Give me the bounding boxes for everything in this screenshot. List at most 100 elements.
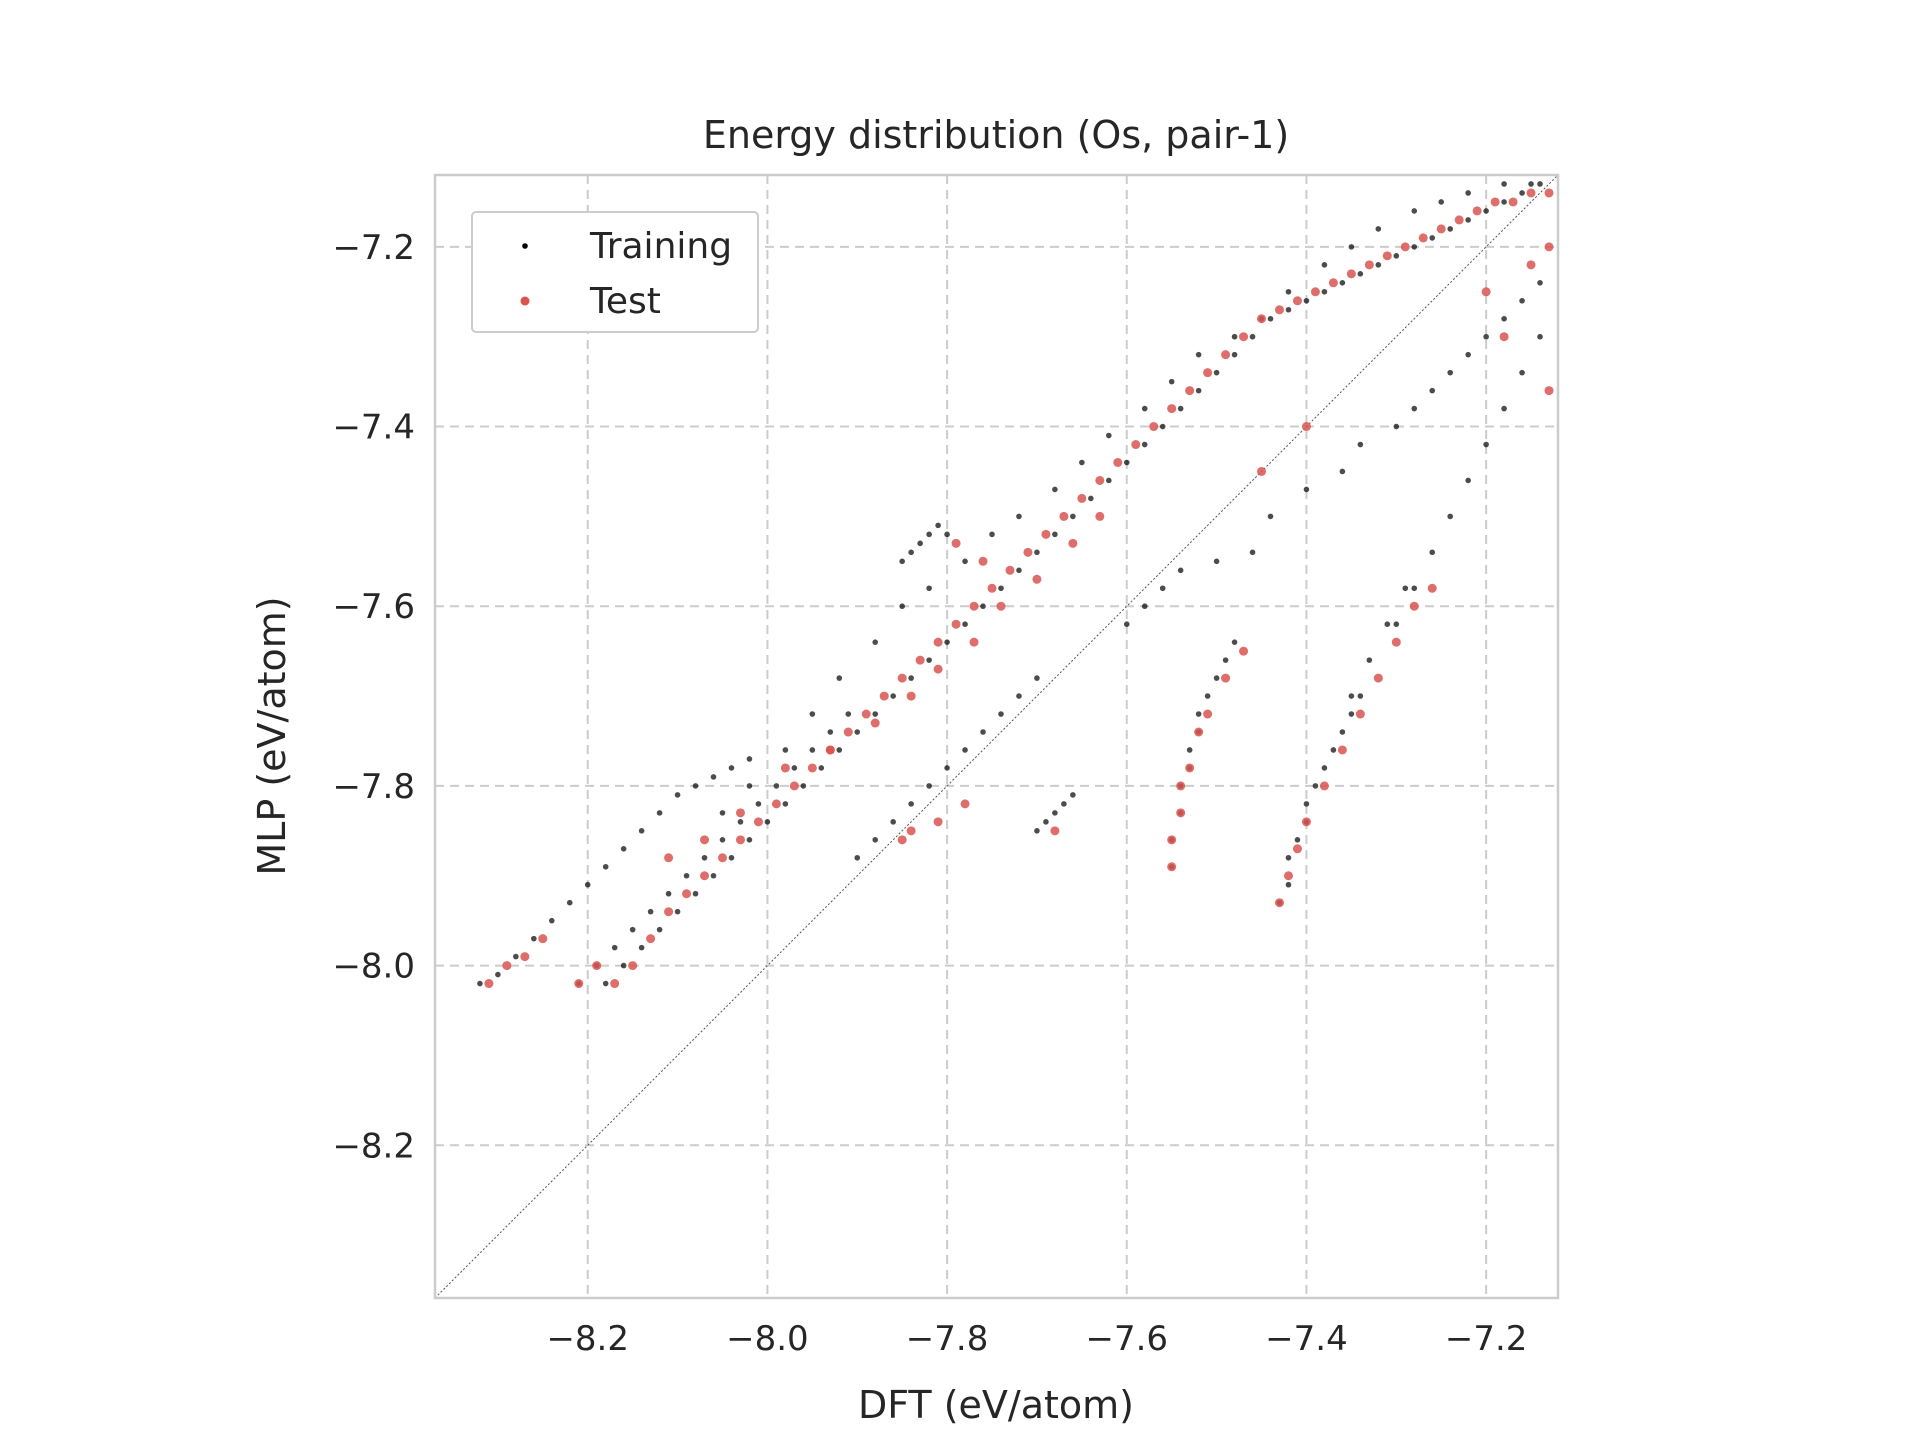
training-point [1321, 765, 1328, 771]
training-point [1141, 405, 1148, 412]
training-point [728, 854, 735, 861]
test-point [700, 835, 710, 845]
training-point [962, 621, 968, 627]
training-point [791, 765, 798, 771]
training-point [1303, 297, 1310, 304]
y-axis-label: MLP (eV/atom) [250, 596, 294, 875]
training-point [1501, 181, 1507, 187]
training-point [1528, 181, 1534, 187]
test-point [1382, 251, 1392, 261]
test-point [1077, 493, 1087, 503]
y-tick-label: −7.6 [332, 587, 415, 627]
training-point [908, 675, 914, 681]
training-point [737, 819, 744, 825]
training-point [1321, 262, 1328, 268]
training-point [746, 837, 753, 843]
test-point [807, 763, 817, 773]
training-point [818, 765, 825, 771]
test-point [717, 853, 727, 863]
training-point [1483, 441, 1489, 448]
training-point [1447, 513, 1453, 520]
test-point [520, 952, 530, 962]
training-point [1348, 244, 1355, 250]
x-tick-label: −7.8 [906, 1319, 989, 1359]
training-point [1312, 783, 1319, 789]
training-point [1034, 675, 1040, 681]
legend-training-label: Training [589, 226, 732, 267]
training-point [1195, 351, 1202, 358]
test-point [1355, 709, 1365, 719]
training-point [1465, 190, 1471, 196]
training-point [1070, 792, 1076, 798]
training-point [1267, 315, 1274, 322]
test-point [753, 817, 763, 827]
test-point [1418, 233, 1428, 243]
test-point [1481, 287, 1491, 297]
test-point [700, 871, 710, 881]
training-point [1501, 405, 1507, 412]
test-point [1257, 466, 1267, 476]
training-point [1088, 495, 1094, 502]
training-point [1348, 711, 1355, 717]
training-point [872, 639, 879, 645]
training-point [638, 944, 645, 951]
chart-title: Energy distribution (Os, pair-1) [703, 113, 1289, 157]
test-point [870, 718, 880, 728]
training-point [944, 531, 950, 538]
training-point [854, 854, 861, 861]
test-point [897, 673, 907, 683]
training-point [1016, 513, 1022, 520]
test-point [1050, 826, 1060, 836]
test-point [538, 934, 548, 944]
test-point [1167, 862, 1177, 872]
training-point [1366, 657, 1373, 663]
training-point [647, 908, 654, 915]
training-point [989, 531, 995, 538]
training-point [1348, 693, 1355, 699]
training-point [1339, 280, 1346, 286]
test-point [1301, 422, 1311, 432]
training-point [1393, 423, 1400, 430]
training-point [638, 828, 645, 834]
training-point [890, 819, 896, 825]
test-point [574, 979, 584, 989]
training-point [1034, 828, 1040, 834]
training-point [1052, 531, 1058, 538]
test-point [996, 601, 1006, 611]
test-point [1131, 440, 1141, 450]
test-point [592, 961, 602, 971]
training-point [926, 783, 932, 789]
y-tick-label: −7.4 [332, 408, 415, 448]
y-tick-label: −8.0 [332, 947, 415, 987]
test-point [1337, 745, 1347, 755]
test-point [1499, 332, 1509, 342]
test-point [1391, 637, 1401, 647]
test-point [1059, 511, 1069, 521]
test-point [906, 826, 916, 836]
test-point [735, 808, 745, 818]
training-point [1249, 333, 1256, 340]
training-point [1043, 819, 1049, 825]
training-point [710, 872, 717, 879]
test-point [1346, 269, 1356, 279]
training-point [584, 881, 591, 888]
training-point [1222, 657, 1229, 663]
training-point [1537, 280, 1543, 286]
training-point [1321, 288, 1328, 295]
training-point [872, 711, 879, 717]
training-point [665, 890, 672, 897]
training-point [809, 711, 816, 717]
test-point [1373, 673, 1383, 683]
training-point [728, 765, 735, 771]
training-point [1429, 549, 1436, 556]
test-point [1257, 314, 1267, 324]
test-point [969, 601, 979, 611]
training-point [1357, 441, 1364, 448]
plot-frame [433, 173, 1560, 1300]
training-point [809, 747, 816, 753]
test-point [960, 799, 970, 809]
test-point [1319, 781, 1329, 791]
test-point [1239, 332, 1249, 342]
legend-test-marker [520, 296, 530, 306]
test-point [682, 889, 692, 899]
